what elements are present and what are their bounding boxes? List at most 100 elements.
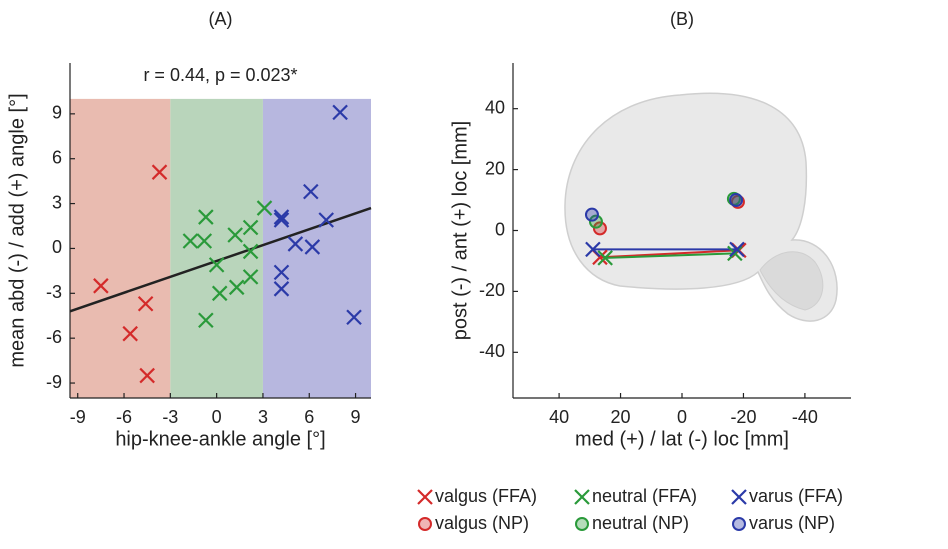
x-stroke xyxy=(228,279,245,296)
x-marker xyxy=(151,164,168,180)
x-stroke xyxy=(208,257,225,273)
legend-marker xyxy=(418,517,432,531)
x-tick-label: -3 xyxy=(162,407,178,427)
circle-marker xyxy=(584,207,599,222)
x-marker xyxy=(122,325,138,342)
legend-marker xyxy=(731,489,747,505)
x-stroke xyxy=(592,249,608,266)
y-tick-label: -6 xyxy=(46,327,62,347)
x-marker xyxy=(228,279,245,296)
legend-label: valgus (NP) xyxy=(435,513,529,533)
x-marker xyxy=(304,239,321,255)
x-stroke xyxy=(729,241,745,258)
x-stroke xyxy=(417,489,433,505)
x-marker xyxy=(227,227,243,243)
x-marker xyxy=(242,269,259,285)
x-stroke xyxy=(574,489,590,505)
y-tick-label: 9 xyxy=(52,103,62,123)
x-marker xyxy=(318,212,335,228)
x-stroke xyxy=(273,264,290,281)
x-stroke xyxy=(585,241,601,258)
x-stroke xyxy=(332,104,348,121)
legend-label: neutral (NP) xyxy=(592,513,689,533)
x-stroke xyxy=(137,296,154,312)
x-marker xyxy=(273,209,290,225)
x-axis-label: med (+) / lat (-) loc [mm] xyxy=(575,428,789,450)
x-tick-label: 9 xyxy=(351,407,361,427)
x-stroke xyxy=(198,312,214,329)
legend-marker xyxy=(732,517,746,531)
x-stroke xyxy=(273,212,290,228)
x-tick-label: -9 xyxy=(70,407,86,427)
x-tick-label: 0 xyxy=(677,407,687,427)
x-stroke xyxy=(256,200,273,216)
y-tick-label: -9 xyxy=(46,372,62,392)
x-stroke xyxy=(304,239,321,255)
x-marker xyxy=(597,250,613,266)
x-axis-label: hip-knee-ankle angle [°] xyxy=(115,428,325,450)
x-tick-label: 40 xyxy=(549,407,569,427)
x-marker xyxy=(196,233,213,249)
y-tick-label: -40 xyxy=(479,341,505,361)
y-axis-label: post (-) / ant (+) loc [mm] xyxy=(449,121,471,340)
x-stroke xyxy=(346,309,362,326)
x-marker xyxy=(198,312,214,329)
x-marker xyxy=(273,264,290,281)
y-tick-label: 3 xyxy=(52,192,62,212)
connector-line xyxy=(599,249,739,259)
x-stroke xyxy=(597,250,613,266)
y-tick-label: 0 xyxy=(52,237,62,257)
x-marker xyxy=(585,241,601,258)
x-marker xyxy=(273,281,290,297)
legend-marker xyxy=(417,489,433,505)
x-stroke xyxy=(211,285,228,302)
x-stroke xyxy=(242,243,259,260)
x-stroke xyxy=(151,164,168,180)
panel-title: (A) xyxy=(209,9,233,29)
x-stroke xyxy=(318,212,335,228)
x-marker xyxy=(242,219,259,236)
x-stroke xyxy=(182,233,199,249)
x-marker xyxy=(208,257,225,273)
y-axis-label: mean abd (-) / add (+) angle [°] xyxy=(6,93,28,367)
annotation: r = 0.44, p = 0.023* xyxy=(143,65,297,85)
x-marker xyxy=(729,241,745,258)
x-tick-label: 3 xyxy=(258,407,268,427)
x-marker xyxy=(256,200,273,216)
x-tick-label: 6 xyxy=(304,407,314,427)
x-tick-label: 20 xyxy=(611,407,631,427)
legend-label: varus (FFA) xyxy=(749,486,843,506)
panel-title: (B) xyxy=(670,9,694,29)
y-tick-label: -3 xyxy=(46,282,62,302)
legend-marker xyxy=(574,489,590,505)
y-tick-label: 6 xyxy=(52,147,62,167)
region xyxy=(70,98,171,399)
x-stroke xyxy=(242,219,259,236)
region xyxy=(262,98,371,399)
x-stroke xyxy=(198,209,214,225)
x-stroke xyxy=(287,236,304,252)
x-tick-label: -40 xyxy=(792,407,818,427)
x-stroke xyxy=(242,269,259,285)
x-stroke xyxy=(303,183,319,200)
x-marker xyxy=(93,278,109,294)
x-marker xyxy=(137,296,154,312)
x-stroke xyxy=(727,245,743,262)
x-stroke xyxy=(139,367,155,384)
circle-marker xyxy=(729,193,744,208)
y-tick-label: 40 xyxy=(485,97,505,117)
circle-marker xyxy=(588,214,603,229)
x-marker xyxy=(346,309,362,326)
y-tick-label: -20 xyxy=(479,280,505,300)
legend-marker xyxy=(575,517,589,531)
legend-label: valgus (FFA) xyxy=(435,486,537,506)
x-stroke xyxy=(122,325,138,342)
connector-line xyxy=(605,252,735,259)
x-marker xyxy=(198,209,214,225)
x-marker xyxy=(211,285,228,302)
x-marker xyxy=(139,367,155,384)
x-stroke xyxy=(227,227,243,243)
x-stroke xyxy=(196,233,213,249)
x-stroke xyxy=(93,278,109,294)
